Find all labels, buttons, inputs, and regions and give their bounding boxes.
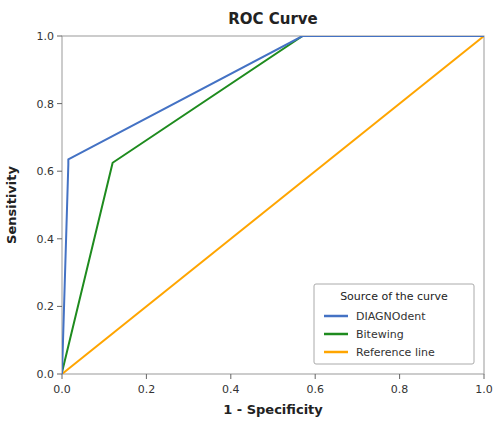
legend: Source of the curve DIAGNOdent Bitewing Ref… — [314, 284, 474, 364]
legend-swatch — [324, 351, 348, 354]
plot-frame — [62, 36, 484, 374]
y-tick — [57, 171, 62, 172]
legend-swatch — [324, 333, 348, 336]
x-tick — [484, 374, 485, 379]
y-tick — [57, 238, 62, 239]
series-line — [62, 36, 484, 374]
legend-box — [314, 284, 474, 364]
y-tick-label: 0.8 — [37, 98, 55, 111]
x-tick-label: 0.4 — [222, 383, 240, 396]
chart-title: ROC Curve — [228, 10, 318, 28]
x-tick — [146, 374, 147, 379]
legend-swatch — [324, 315, 348, 318]
chart-container: 0.0 0.2 0.4 0.6 0.8 1.0 0.0 0.2 0.4 0.6 0.8 1.0 1 - … — [0, 0, 500, 426]
legend-label: DIAGNOdent — [356, 310, 426, 323]
x-tick — [62, 374, 63, 379]
y-tick — [57, 36, 62, 37]
y-axis-label: Sensitivity — [4, 166, 19, 244]
y-tick-label: 0.4 — [37, 233, 55, 246]
series-line — [62, 36, 484, 374]
x-tick — [399, 374, 400, 379]
x-tick-label: 0.8 — [391, 383, 409, 396]
series-line — [62, 36, 484, 374]
x-tick-label: 0.0 — [53, 383, 71, 396]
y-axis: 0.0 0.2 0.4 0.6 0.8 1.0 — [37, 30, 63, 381]
x-tick — [230, 374, 231, 379]
legend-title: Source of the curve — [340, 290, 448, 303]
y-tick — [57, 374, 62, 375]
x-tick-label: 0.6 — [306, 383, 324, 396]
x-tick-label: 0.2 — [138, 383, 156, 396]
x-tick — [315, 374, 316, 379]
y-tick — [57, 103, 62, 104]
y-tick-label: 0.2 — [37, 300, 55, 313]
y-tick-label: 0.6 — [37, 165, 55, 178]
legend-label: Bitewing — [356, 328, 404, 341]
x-axis: 0.0 0.2 0.4 0.6 0.8 1.0 — [53, 374, 493, 396]
legend-label: Reference line — [356, 346, 435, 359]
y-tick — [57, 306, 62, 307]
y-tick-label: 0.0 — [37, 368, 55, 381]
x-axis-label: 1 - Specificity — [223, 402, 323, 417]
chart: 0.0 0.2 0.4 0.6 0.8 1.0 0.0 0.2 0.4 0.6 0.8 1.0 1 - … — [0, 0, 500, 426]
lines — [62, 36, 484, 374]
y-tick-label: 1.0 — [37, 30, 55, 43]
x-tick-label: 1.0 — [475, 383, 493, 396]
